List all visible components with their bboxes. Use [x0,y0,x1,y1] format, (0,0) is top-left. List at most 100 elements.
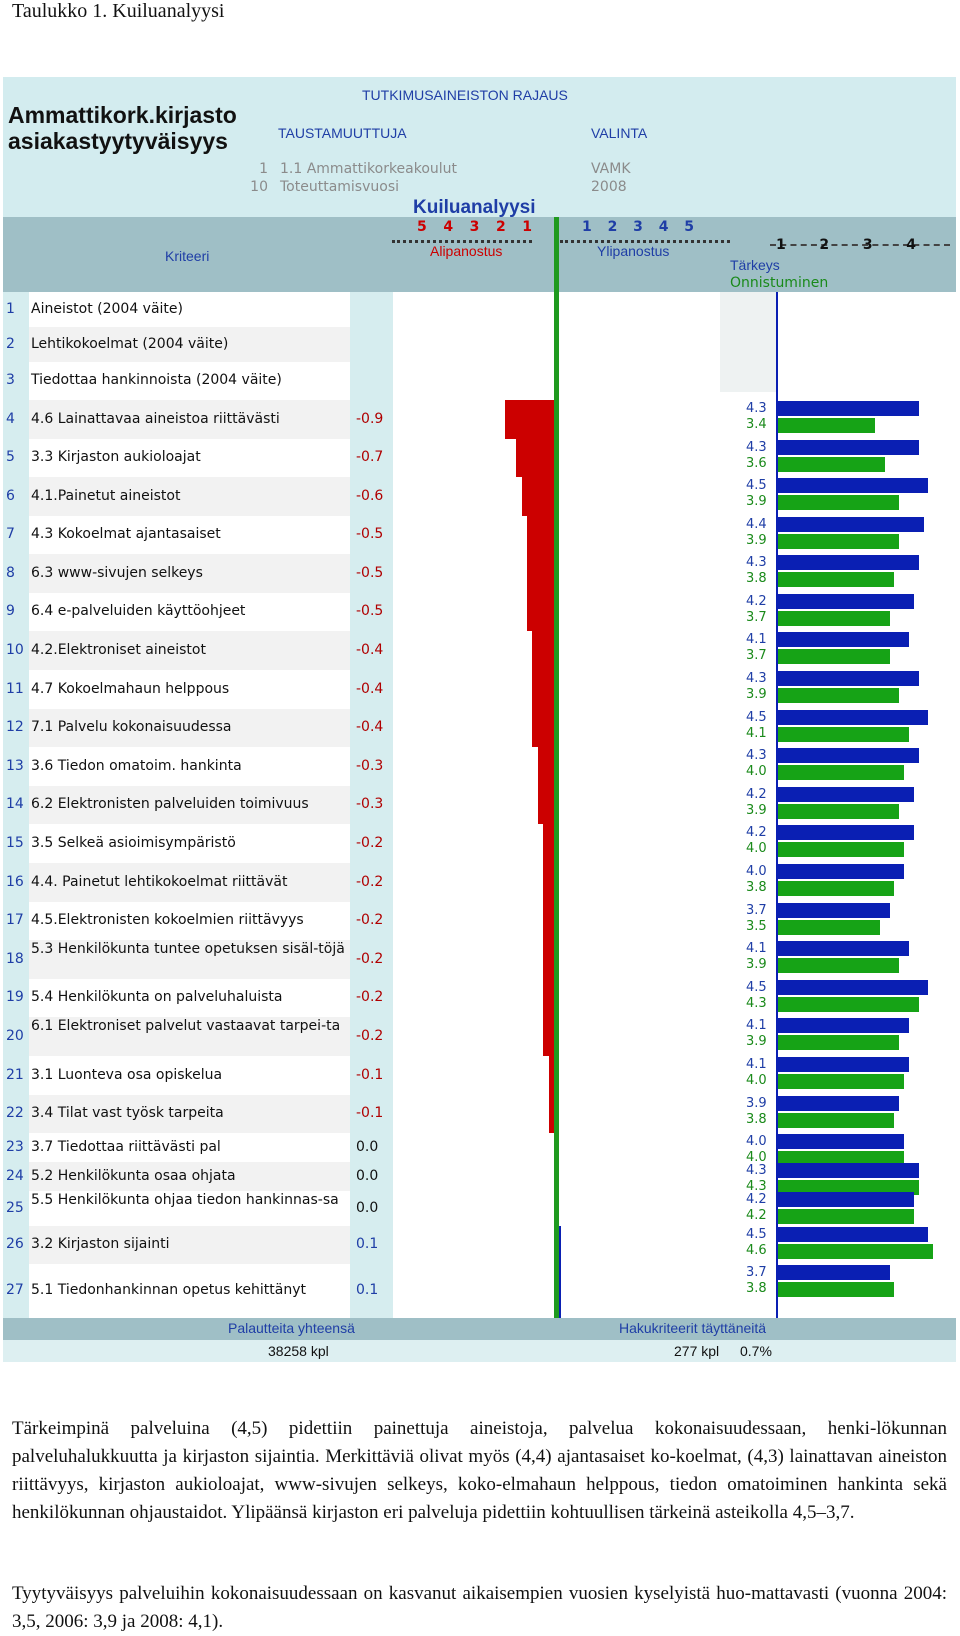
under-investment-bar [532,631,554,670]
importance-value: 4.5 [746,710,767,725]
filter-name-2: Toteuttamisvuosi [280,179,399,195]
importance-bar [778,941,909,956]
under-investment-bar [548,1056,554,1095]
table-row [3,1191,393,1226]
row-gap-value: -0.3 [356,757,384,774]
row-number: 18 [6,950,24,967]
satisfaction-bar [778,572,895,587]
satisfaction-value: 4.0 [746,1150,767,1165]
row-gap-cell [350,292,393,327]
importance-scale-dashes [770,243,950,246]
table-row [3,1226,393,1264]
row-number: 22 [6,1105,24,1121]
over-investment-bar [559,1226,561,1264]
table-row [3,979,393,1017]
satisfaction-value: 4.6 [746,1243,767,1258]
row-label: 7.1 Palvelu kokonaisuudessa [31,719,232,735]
row-gap-value: -0.4 [356,719,384,735]
row-gap-cell [350,400,393,439]
under-scale-label: 2 [495,219,506,235]
filter-value-2: 2008 [591,179,627,195]
palautteita-label: Palautteita yhteensä [228,1320,355,1336]
row-gap-cell [350,747,393,786]
satisfaction-value: 4.1 [746,726,767,741]
importance-bar [778,401,919,416]
importance-scale-label: 4 [906,237,916,253]
row-label: 5.5 Henkilökunta ohjaa tiedon hankinnas-… [31,1192,339,1208]
row-gap-cell [350,516,393,554]
under-investment-bar [537,747,554,786]
row-gap-cell [350,631,393,670]
row-gap-value: -0.2 [356,912,384,928]
filter-num-1: 1 [259,161,268,177]
row-gap-value: 0.1 [356,1236,379,1252]
over-scale-label: 4 [658,219,669,235]
row-number: 16 [6,873,24,890]
table-row [3,554,393,593]
row-number: 25 [6,1199,24,1216]
report-title-line2: asiakastyytyväisyys [8,128,228,154]
importance-value: 4.1 [746,941,767,956]
row-number: 8 [6,564,15,581]
satisfaction-bar [778,1209,914,1224]
row-number-cell [3,979,29,1017]
row-label: 5.3 Henkilökunta tuntee opetuksen sisäl-… [31,941,345,957]
row-gap-value: -0.2 [356,834,384,851]
table-row [3,631,393,670]
table-row [3,362,393,400]
importance-value: 4.3 [746,748,767,763]
table-row [3,786,393,824]
over-scale-label: 2 [607,219,618,235]
row-number-cell [3,477,29,516]
row-label: 4.2.Elektroniset aineistot [31,641,206,658]
row-label: 6.4 e-palveluiden käyttöohjeet [31,603,246,619]
table-row [3,1095,393,1133]
filter-name-1: 1.1 Ammattikorkeakoulut [280,161,458,177]
row-label: 4.6 Lainattavaa aineistoa riittävästi [31,410,280,427]
importance-value: 4.3 [746,1163,767,1178]
over-scale: 1 2 3 4 5 [582,219,694,235]
table-row [3,863,393,902]
paragraph-2: Tyytyväisyys palveluihin kokonaisuudessa… [12,1583,947,1632]
table-row [3,940,393,979]
importance-scale-label: 2 [819,237,830,253]
row-number-cell [3,327,29,362]
under-investment-bar [527,516,554,554]
importance-bar [778,787,914,802]
importance-value: 4.1 [746,632,767,647]
under-investment-bar [527,593,554,631]
row-number: 13 [6,757,24,774]
row-number-cell [3,940,29,979]
row-number-cell [3,516,29,554]
filter-num-2: 10 [250,179,268,195]
importance-value: 4.3 [746,671,767,686]
importance-value: 4.3 [746,440,767,455]
importance-bar [778,440,919,455]
row-label: 3.2 Kirjaston sijainti [31,1236,170,1252]
table-row [3,439,393,477]
row-number-cell [3,1056,29,1095]
over-scale-label: 1 [582,219,592,235]
table-row [3,477,393,516]
satisfaction-value: 3.9 [746,533,767,548]
satisfaction-value: 3.8 [746,880,767,895]
row-number: 4 [6,410,15,427]
importance-bar [778,1227,929,1242]
row-number-cell [3,593,29,631]
row-gap-value: -0.2 [356,950,384,967]
satisfaction-value: 4.3 [746,996,767,1011]
satisfaction-value: 4.2 [746,1208,767,1223]
row-number-cell [3,1162,29,1191]
row-number-cell [3,362,29,400]
importance-area-shade [720,292,776,392]
importance-scale: 1 2 3 4 [776,237,916,253]
row-number: 15 [6,834,24,851]
row-number: 23 [6,1138,24,1155]
importance-value: 3.7 [746,1265,767,1280]
row-gap-cell [350,824,393,863]
importance-bar [778,594,914,609]
row-number-cell [3,902,29,940]
row-gap-value: 0.0 [356,1138,379,1155]
importance-bar [778,478,929,493]
row-gap-value: -0.4 [356,641,384,658]
